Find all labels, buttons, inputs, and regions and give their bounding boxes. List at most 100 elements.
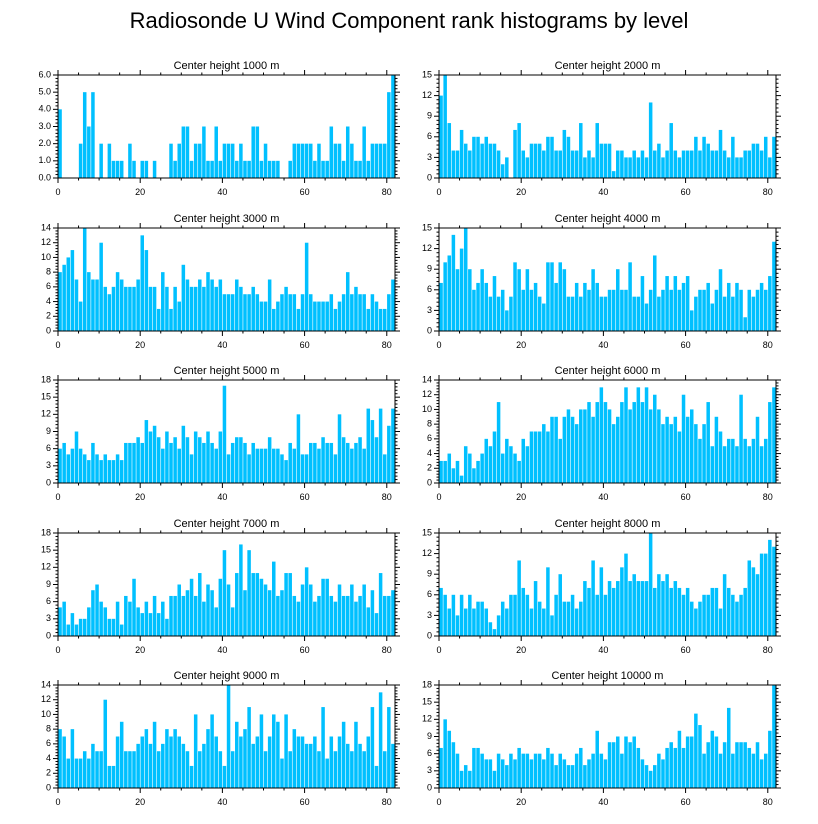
- histogram-bar: [206, 729, 210, 788]
- histogram-bar: [726, 157, 731, 178]
- histogram-bar: [214, 126, 218, 178]
- y-tick-label: 1.0: [38, 155, 51, 165]
- histogram-bar: [513, 129, 517, 178]
- histogram-bar: [681, 747, 686, 788]
- histogram-bar: [714, 736, 719, 788]
- histogram-bar: [333, 601, 338, 636]
- y-tick-label: 3: [427, 152, 432, 162]
- y-tick-label: 0: [46, 325, 51, 335]
- histogram-bar: [751, 753, 756, 788]
- histogram-bar: [226, 685, 231, 788]
- y-tick-label: 6: [427, 284, 432, 294]
- histogram-bar: [218, 279, 223, 331]
- histogram-bar: [677, 587, 682, 636]
- histogram-bar: [628, 262, 632, 331]
- histogram-bar: [611, 742, 616, 788]
- histogram-panel-8: Center height 8000 m 0 3 6 9 12 15 0 20 40 60 80: [422, 518, 781, 655]
- histogram-bar: [624, 157, 628, 178]
- histogram-bar: [591, 157, 595, 178]
- histogram-bar: [230, 294, 235, 331]
- histogram-bar: [570, 150, 575, 178]
- histogram-bar: [628, 581, 632, 636]
- histogram-bar: [636, 747, 641, 788]
- histogram-bar: [128, 601, 132, 636]
- histogram-bar: [251, 743, 255, 788]
- histogram-bar: [111, 460, 116, 483]
- plot-frame: [438, 532, 777, 637]
- histogram-bar: [751, 143, 756, 178]
- histogram-bar: [345, 743, 350, 788]
- histogram-bar: [587, 289, 591, 331]
- histogram-bar: [492, 276, 497, 331]
- histogram-bar: [443, 719, 447, 788]
- histogram-bar: [525, 446, 530, 483]
- histogram-bar: [689, 601, 694, 636]
- histogram-bar: [103, 699, 108, 788]
- histogram-bar: [173, 437, 177, 483]
- histogram-bar: [374, 143, 379, 178]
- y-tick-label: 9: [427, 264, 432, 274]
- histogram-bar: [152, 160, 157, 178]
- histogram-bar: [554, 594, 558, 636]
- histogram-bar: [694, 424, 698, 483]
- histogram-bar: [620, 289, 624, 331]
- x-tick-label: 40: [598, 187, 608, 197]
- histogram-bar: [731, 753, 735, 788]
- histogram-bar: [300, 736, 305, 788]
- histogram-bar: [525, 269, 530, 331]
- histogram-bar: [500, 164, 505, 178]
- histogram-bar: [300, 143, 305, 178]
- histogram-bar: [550, 416, 554, 483]
- histogram-bar: [731, 136, 735, 178]
- histogram-bar: [78, 618, 83, 636]
- histogram-bar: [599, 143, 604, 178]
- histogram-bar: [62, 264, 66, 331]
- histogram-bar: [66, 624, 71, 636]
- histogram-bar: [488, 143, 493, 178]
- histogram-bar: [628, 157, 632, 178]
- histogram-bar: [665, 150, 669, 178]
- histogram-bar: [570, 594, 575, 636]
- y-tick-label: 15: [422, 697, 432, 707]
- histogram-bar: [226, 584, 231, 636]
- histogram-bar: [124, 751, 128, 788]
- histogram-bar: [562, 759, 567, 788]
- y-tick-label: 0: [46, 630, 51, 640]
- histogram-bar: [366, 736, 371, 788]
- histogram-bar: [119, 460, 124, 483]
- histogram-bar: [718, 608, 723, 636]
- y-tick-label: 2: [46, 311, 51, 321]
- histogram-bar: [768, 276, 772, 331]
- histogram-bar: [189, 454, 194, 483]
- y-tick-label: 15: [422, 69, 432, 79]
- y-tick-label: 5.0: [38, 87, 51, 97]
- histogram-bar: [476, 747, 480, 788]
- histogram-bar: [128, 143, 132, 178]
- histogram-bar: [685, 736, 690, 788]
- histogram-bar: [772, 136, 776, 178]
- histogram-bar: [439, 95, 443, 178]
- histogram-bar: [284, 460, 288, 483]
- histogram-bar: [119, 721, 124, 788]
- x-tick-label: 60: [300, 187, 310, 197]
- histogram-bar: [193, 431, 198, 483]
- histogram-bar: [755, 143, 760, 178]
- histogram-bar: [611, 424, 616, 483]
- histogram-bar: [91, 743, 95, 788]
- histogram-bar: [451, 468, 456, 483]
- histogram-bar: [669, 742, 673, 788]
- histogram-bar: [177, 584, 181, 636]
- histogram-bar: [177, 448, 181, 483]
- histogram-bar: [296, 414, 301, 483]
- histogram-bar: [235, 721, 239, 788]
- histogram-bar: [529, 759, 534, 788]
- histogram-bar: [140, 442, 145, 483]
- histogram-bar: [272, 561, 276, 636]
- histogram-bar: [620, 567, 624, 636]
- histogram-bar: [759, 553, 764, 636]
- histogram-bar: [554, 765, 558, 788]
- histogram-bar: [718, 269, 723, 331]
- histogram-panel-3: Center height 3000 m 0 2 4 6 8 10 12 14 0 20 40 60 80: [41, 213, 400, 350]
- histogram-bar: [521, 753, 526, 788]
- histogram-bar: [263, 751, 268, 788]
